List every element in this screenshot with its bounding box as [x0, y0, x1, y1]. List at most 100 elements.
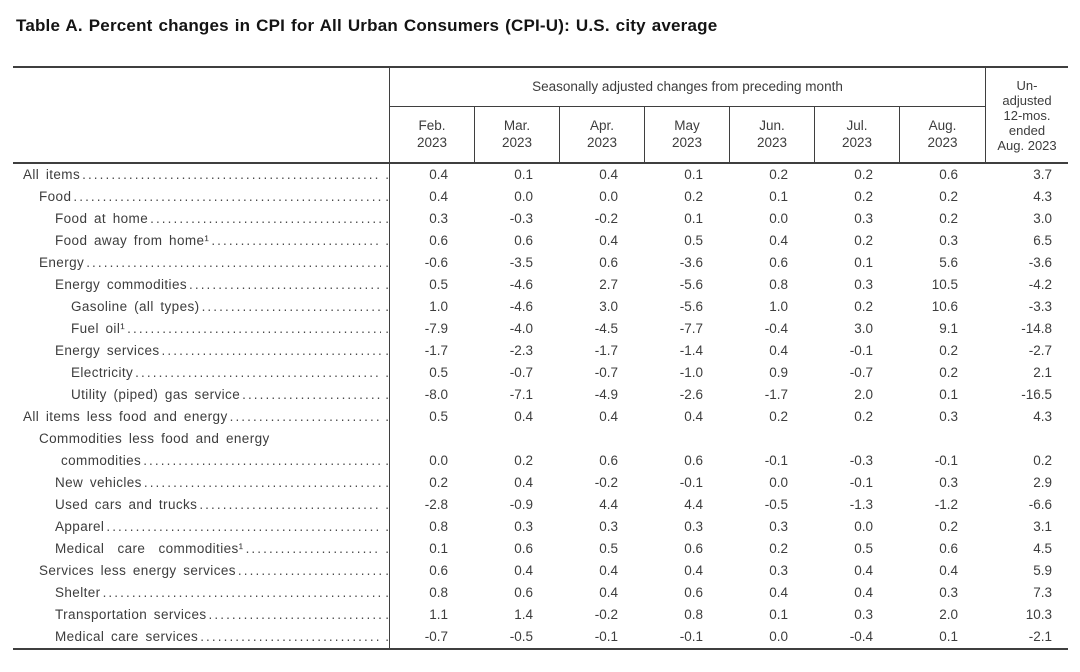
value-cell: 0.1: [769, 189, 788, 204]
month-header-cell: Apr. 2023: [560, 107, 645, 162]
value-cell: 0.2: [939, 189, 958, 204]
value-cell: 0.0: [514, 189, 533, 204]
table-row: Medical care services...................…: [13, 626, 1068, 648]
value-cell: 2.0: [854, 387, 873, 402]
value-cell: 0.4: [769, 585, 788, 600]
dot-leader: ........................................…: [211, 233, 381, 248]
table-row: All items...............................…: [13, 164, 1068, 186]
value-cell: 0.3: [854, 277, 873, 292]
value-cell: 0.2: [684, 189, 703, 204]
unadjusted-value-cell: 3.1: [1033, 519, 1052, 534]
row-label-cell: Commodities less food and energy commodit…: [13, 428, 390, 472]
value-cell: 0.6: [939, 167, 958, 182]
dot-leader: ........................................…: [82, 167, 381, 182]
value-cell: 9.1: [939, 321, 958, 336]
unadjusted-value-cell: 2.9: [1033, 475, 1052, 490]
row-label: Food: [39, 189, 72, 204]
table-row: Commodities less food and energy commodit…: [13, 428, 1068, 472]
value-cell: 3.0: [599, 299, 618, 314]
value-cell: 0.4: [854, 585, 873, 600]
value-cell: 0.0: [769, 629, 788, 644]
leader-end-dot: .: [385, 541, 389, 556]
value-cell: 0.0: [769, 211, 788, 226]
year-label: 2023: [756, 134, 788, 150]
table-row: Transportation services.................…: [13, 604, 1068, 626]
leader-end-dot: .: [385, 299, 389, 314]
unadjusted-value-cell: -14.8: [1021, 321, 1052, 336]
row-label: Electricity: [71, 365, 134, 380]
value-cell: 0.6: [684, 585, 703, 600]
dot-leader: ........................................…: [150, 211, 381, 226]
value-cell: 0.4: [599, 563, 618, 578]
leader-end-dot: .: [385, 167, 389, 182]
value-cell: 2.0: [939, 607, 958, 622]
value-cell: -0.3: [509, 211, 533, 226]
table-row: Energy services.........................…: [13, 340, 1068, 362]
value-cell: 0.4: [684, 409, 703, 424]
value-cell: 0.6: [684, 453, 703, 468]
leader-end-dot: .: [385, 321, 389, 336]
value-cell: -1.2: [934, 497, 958, 512]
table-row: Utility (piped) gas service.............…: [13, 384, 1068, 406]
dot-leader: ........................................…: [86, 255, 381, 270]
value-cell: -0.1: [679, 475, 703, 490]
stub-header-cell: [13, 68, 390, 162]
value-cell: 0.4: [684, 563, 703, 578]
month-header-cell: Feb. 2023: [390, 107, 475, 162]
value-cell: 0.0: [854, 519, 873, 534]
row-label-cell: Food....................................…: [13, 186, 390, 208]
row-label: Commodities less food and energy: [39, 431, 270, 446]
dot-leader: ........................................…: [102, 585, 381, 600]
value-cell: 10.5: [931, 277, 958, 292]
value-cell: 0.4: [429, 189, 448, 204]
value-cell: 0.2: [769, 541, 788, 556]
row-label-cell: Medical care services...................…: [13, 626, 390, 648]
value-cell: 1.0: [769, 299, 788, 314]
value-cell: 0.4: [514, 409, 533, 424]
value-cell: -0.4: [849, 629, 873, 644]
value-cell: -7.7: [679, 321, 703, 336]
value-cell: -4.5: [594, 321, 618, 336]
value-cell: -0.2: [594, 211, 618, 226]
value-cell: -8.0: [424, 387, 448, 402]
value-cell: 0.3: [769, 563, 788, 578]
page-title: Table A. Percent changes in CPI for All …: [16, 16, 718, 35]
table-row: Medical care commodities¹...............…: [13, 538, 1068, 560]
row-label: Utility (piped) gas service: [71, 387, 241, 402]
row-label: Energy commodities: [55, 277, 187, 292]
leader-end-dot: .: [385, 255, 389, 270]
row-label-cell: Energy..................................…: [13, 252, 390, 274]
unadjusted-header-line: adjusted: [1002, 92, 1052, 108]
row-label-cell: All items less food and energy..........…: [13, 406, 390, 428]
value-cell: 2.7: [599, 277, 618, 292]
leader-end-dot: .: [385, 607, 389, 622]
row-label: Medical care commodities¹: [55, 541, 244, 556]
row-label: Food away from home¹: [55, 233, 210, 248]
value-cell: 0.6: [599, 453, 618, 468]
leader-end-dot: .: [385, 189, 389, 204]
row-label-cell: All items...............................…: [13, 164, 390, 186]
value-cell: -4.6: [509, 299, 533, 314]
row-label-cell: Food at home............................…: [13, 208, 390, 230]
month-header-cell: Jun. 2023: [730, 107, 815, 162]
value-cell: 0.8: [429, 585, 448, 600]
dot-leader: ........................................…: [161, 343, 381, 358]
row-label-cell: Gasoline (all types)....................…: [13, 296, 390, 318]
value-cell: 0.4: [599, 167, 618, 182]
leader-end-dot: .: [385, 585, 389, 600]
value-cell: 0.3: [939, 585, 958, 600]
value-cell: 0.3: [854, 211, 873, 226]
value-cell: -0.1: [934, 453, 958, 468]
value-cell: 0.6: [514, 541, 533, 556]
unadjusted-value-cell: -3.3: [1028, 299, 1052, 314]
value-cell: 0.0: [769, 475, 788, 490]
value-cell: -5.6: [679, 299, 703, 314]
value-cell: 0.3: [514, 519, 533, 534]
value-cell: -0.1: [679, 629, 703, 644]
leader-end-dot: .: [385, 475, 389, 490]
value-cell: -0.7: [594, 365, 618, 380]
value-cell: 0.3: [939, 409, 958, 424]
row-label-cell: Energy commodities......................…: [13, 274, 390, 296]
value-cell: 0.1: [684, 167, 703, 182]
unadjusted-header-line: ended: [1008, 122, 1046, 138]
